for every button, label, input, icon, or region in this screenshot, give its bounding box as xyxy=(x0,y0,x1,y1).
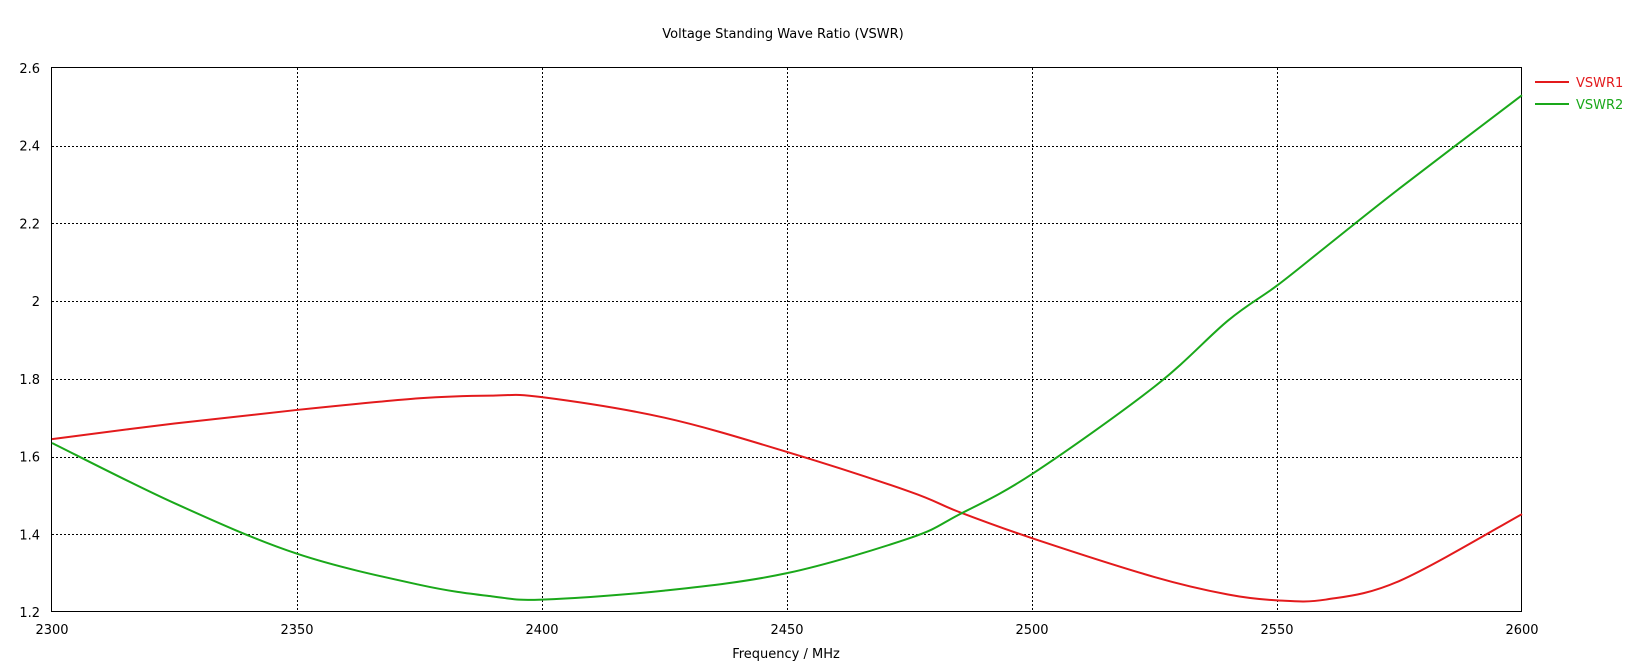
grid-lines xyxy=(52,68,1522,612)
x-tick-label: 2350 xyxy=(280,623,313,638)
legend-item-vswr1: VSWR1 xyxy=(1535,76,1623,91)
chart-title: Voltage Standing Wave Ratio (VSWR) xyxy=(662,27,903,42)
y-tick-label: 1.8 xyxy=(19,373,40,388)
y-tick-label: 1.4 xyxy=(19,528,40,543)
legend-item-vswr2: VSWR2 xyxy=(1535,98,1623,113)
series-line-vswr2 xyxy=(51,94,1523,601)
series-line-vswr1 xyxy=(51,393,1523,603)
x-tick-label: 2400 xyxy=(525,623,558,638)
y-tick-label: 2.2 xyxy=(19,217,40,232)
y-tick-label: 2 xyxy=(32,295,40,310)
legend-label: VSWR1 xyxy=(1576,76,1623,91)
legend-label: VSWR2 xyxy=(1576,98,1623,113)
series-layer xyxy=(51,94,1523,603)
y-tick-label: 1.6 xyxy=(19,451,40,466)
x-tick-label: 2300 xyxy=(35,623,68,638)
plot-frame xyxy=(51,67,1522,612)
x-tick-label: 2600 xyxy=(1505,623,1538,638)
y-tick-label: 2.4 xyxy=(19,140,40,155)
legend: VSWR1 VSWR2 xyxy=(1535,76,1623,113)
x-tick-label: 2550 xyxy=(1260,623,1293,638)
x-tick-label: 2500 xyxy=(1015,623,1048,638)
x-tick-labels: 2300 2350 2400 2450 2500 2550 2600 xyxy=(35,623,1538,638)
y-tick-labels: 1.2 1.4 1.6 1.8 2 2.2 2.4 2.6 xyxy=(19,62,40,621)
y-tick-label: 2.6 xyxy=(19,62,40,77)
y-tick-label: 1.2 xyxy=(19,606,40,621)
x-axis-label: Frequency / MHz xyxy=(732,647,840,662)
x-tick-label: 2450 xyxy=(770,623,803,638)
